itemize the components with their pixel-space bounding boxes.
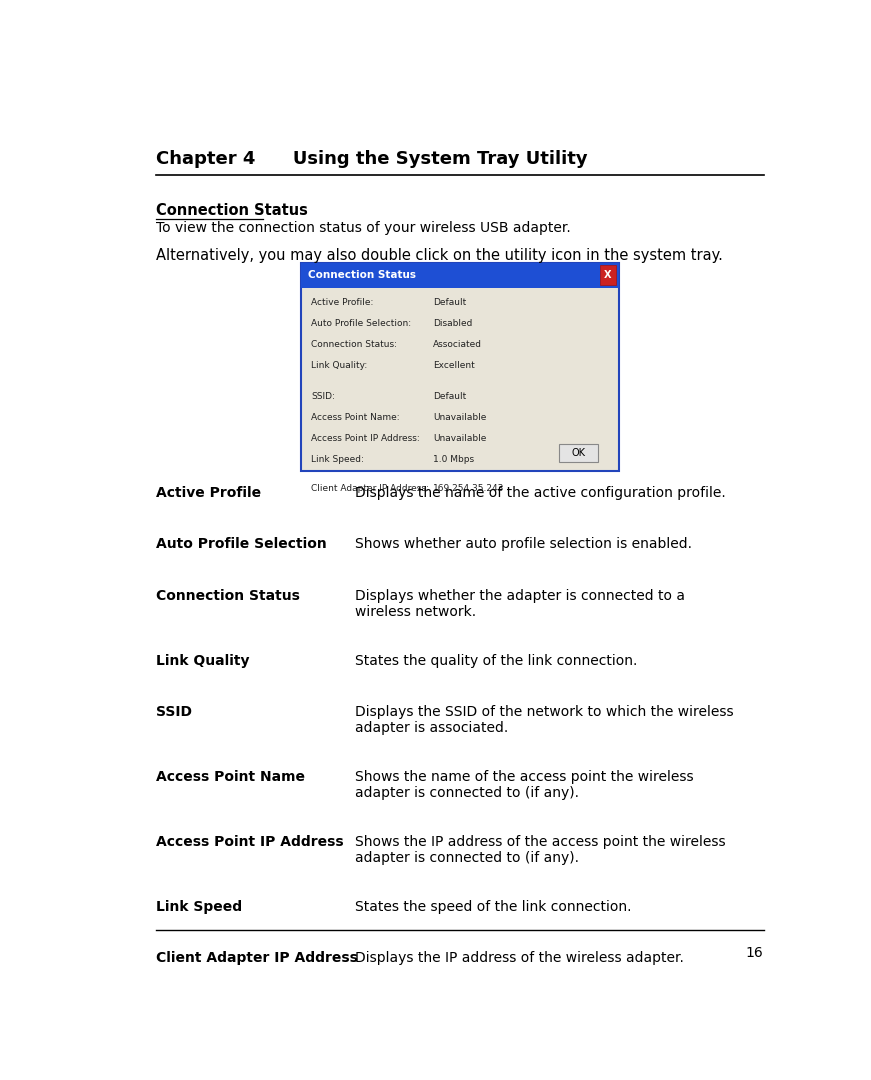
Text: Auto Profile Selection:: Auto Profile Selection:	[312, 320, 411, 328]
Text: Active Profile:: Active Profile:	[312, 298, 374, 308]
Text: Connection Status: Connection Status	[156, 589, 300, 603]
Text: OK: OK	[571, 448, 585, 458]
Text: To view the connection status of your wireless USB adapter.: To view the connection status of your wi…	[156, 221, 571, 235]
Text: Shows the IP address of the access point the wireless
adapter is connected to (i: Shows the IP address of the access point…	[355, 835, 726, 865]
Text: Displays the SSID of the network to which the wireless
adapter is associated.: Displays the SSID of the network to whic…	[355, 705, 734, 735]
Text: Unavailable: Unavailable	[433, 434, 486, 443]
Text: Connection Status:: Connection Status:	[312, 340, 397, 349]
Text: Shows whether auto profile selection is enabled.: Shows whether auto profile selection is …	[355, 537, 692, 551]
Text: X: X	[604, 270, 611, 280]
Text: Client Adapter IP Address: Client Adapter IP Address	[156, 951, 358, 966]
Text: Chapter 4      Using the System Tray Utility: Chapter 4 Using the System Tray Utility	[156, 150, 588, 168]
Text: Active Profile: Active Profile	[156, 486, 261, 500]
Text: SSID: SSID	[156, 705, 192, 719]
Text: Link Speed: Link Speed	[156, 900, 242, 914]
FancyBboxPatch shape	[301, 262, 618, 287]
Text: Displays whether the adapter is connected to a
wireless network.: Displays whether the adapter is connecte…	[355, 589, 685, 619]
Text: Default: Default	[433, 392, 466, 402]
Text: Connection Status: Connection Status	[156, 203, 308, 218]
Text: Auto Profile Selection: Auto Profile Selection	[156, 537, 327, 551]
Text: States the speed of the link connection.: States the speed of the link connection.	[355, 900, 631, 914]
Text: Client Adapter IP Address:: Client Adapter IP Address:	[312, 484, 429, 492]
Text: States the quality of the link connection.: States the quality of the link connectio…	[355, 653, 638, 667]
Text: Access Point Name:: Access Point Name:	[312, 414, 400, 422]
Text: Displays the IP address of the wireless adapter.: Displays the IP address of the wireless …	[355, 951, 684, 966]
Text: Access Point IP Address:: Access Point IP Address:	[312, 434, 420, 443]
Text: Disabled: Disabled	[433, 320, 472, 328]
Text: Unavailable: Unavailable	[433, 414, 486, 422]
Text: 169.254.35.243: 169.254.35.243	[433, 484, 504, 492]
Text: Default: Default	[433, 298, 466, 308]
Text: Alternatively, you may also double click on the utility icon in the system tray.: Alternatively, you may also double click…	[156, 247, 723, 262]
Text: Link Quality: Link Quality	[156, 653, 250, 667]
FancyBboxPatch shape	[559, 444, 598, 462]
Text: SSID:: SSID:	[312, 392, 335, 402]
FancyBboxPatch shape	[301, 262, 618, 471]
Text: Link Quality:: Link Quality:	[312, 361, 368, 369]
Text: Link Speed:: Link Speed:	[312, 455, 364, 463]
Text: Shows the name of the access point the wireless
adapter is connected to (if any): Shows the name of the access point the w…	[355, 770, 694, 800]
Text: Connection Status: Connection Status	[308, 270, 416, 280]
Text: Associated: Associated	[433, 340, 482, 349]
Text: Displays the name of the active configuration profile.: Displays the name of the active configur…	[355, 486, 726, 500]
Text: 1.0 Mbps: 1.0 Mbps	[433, 455, 474, 463]
Text: Excellent: Excellent	[433, 361, 475, 369]
Text: 16: 16	[746, 946, 764, 960]
Text: Access Point Name: Access Point Name	[156, 770, 305, 784]
Text: Access Point IP Address: Access Point IP Address	[156, 835, 344, 849]
FancyBboxPatch shape	[599, 266, 616, 285]
